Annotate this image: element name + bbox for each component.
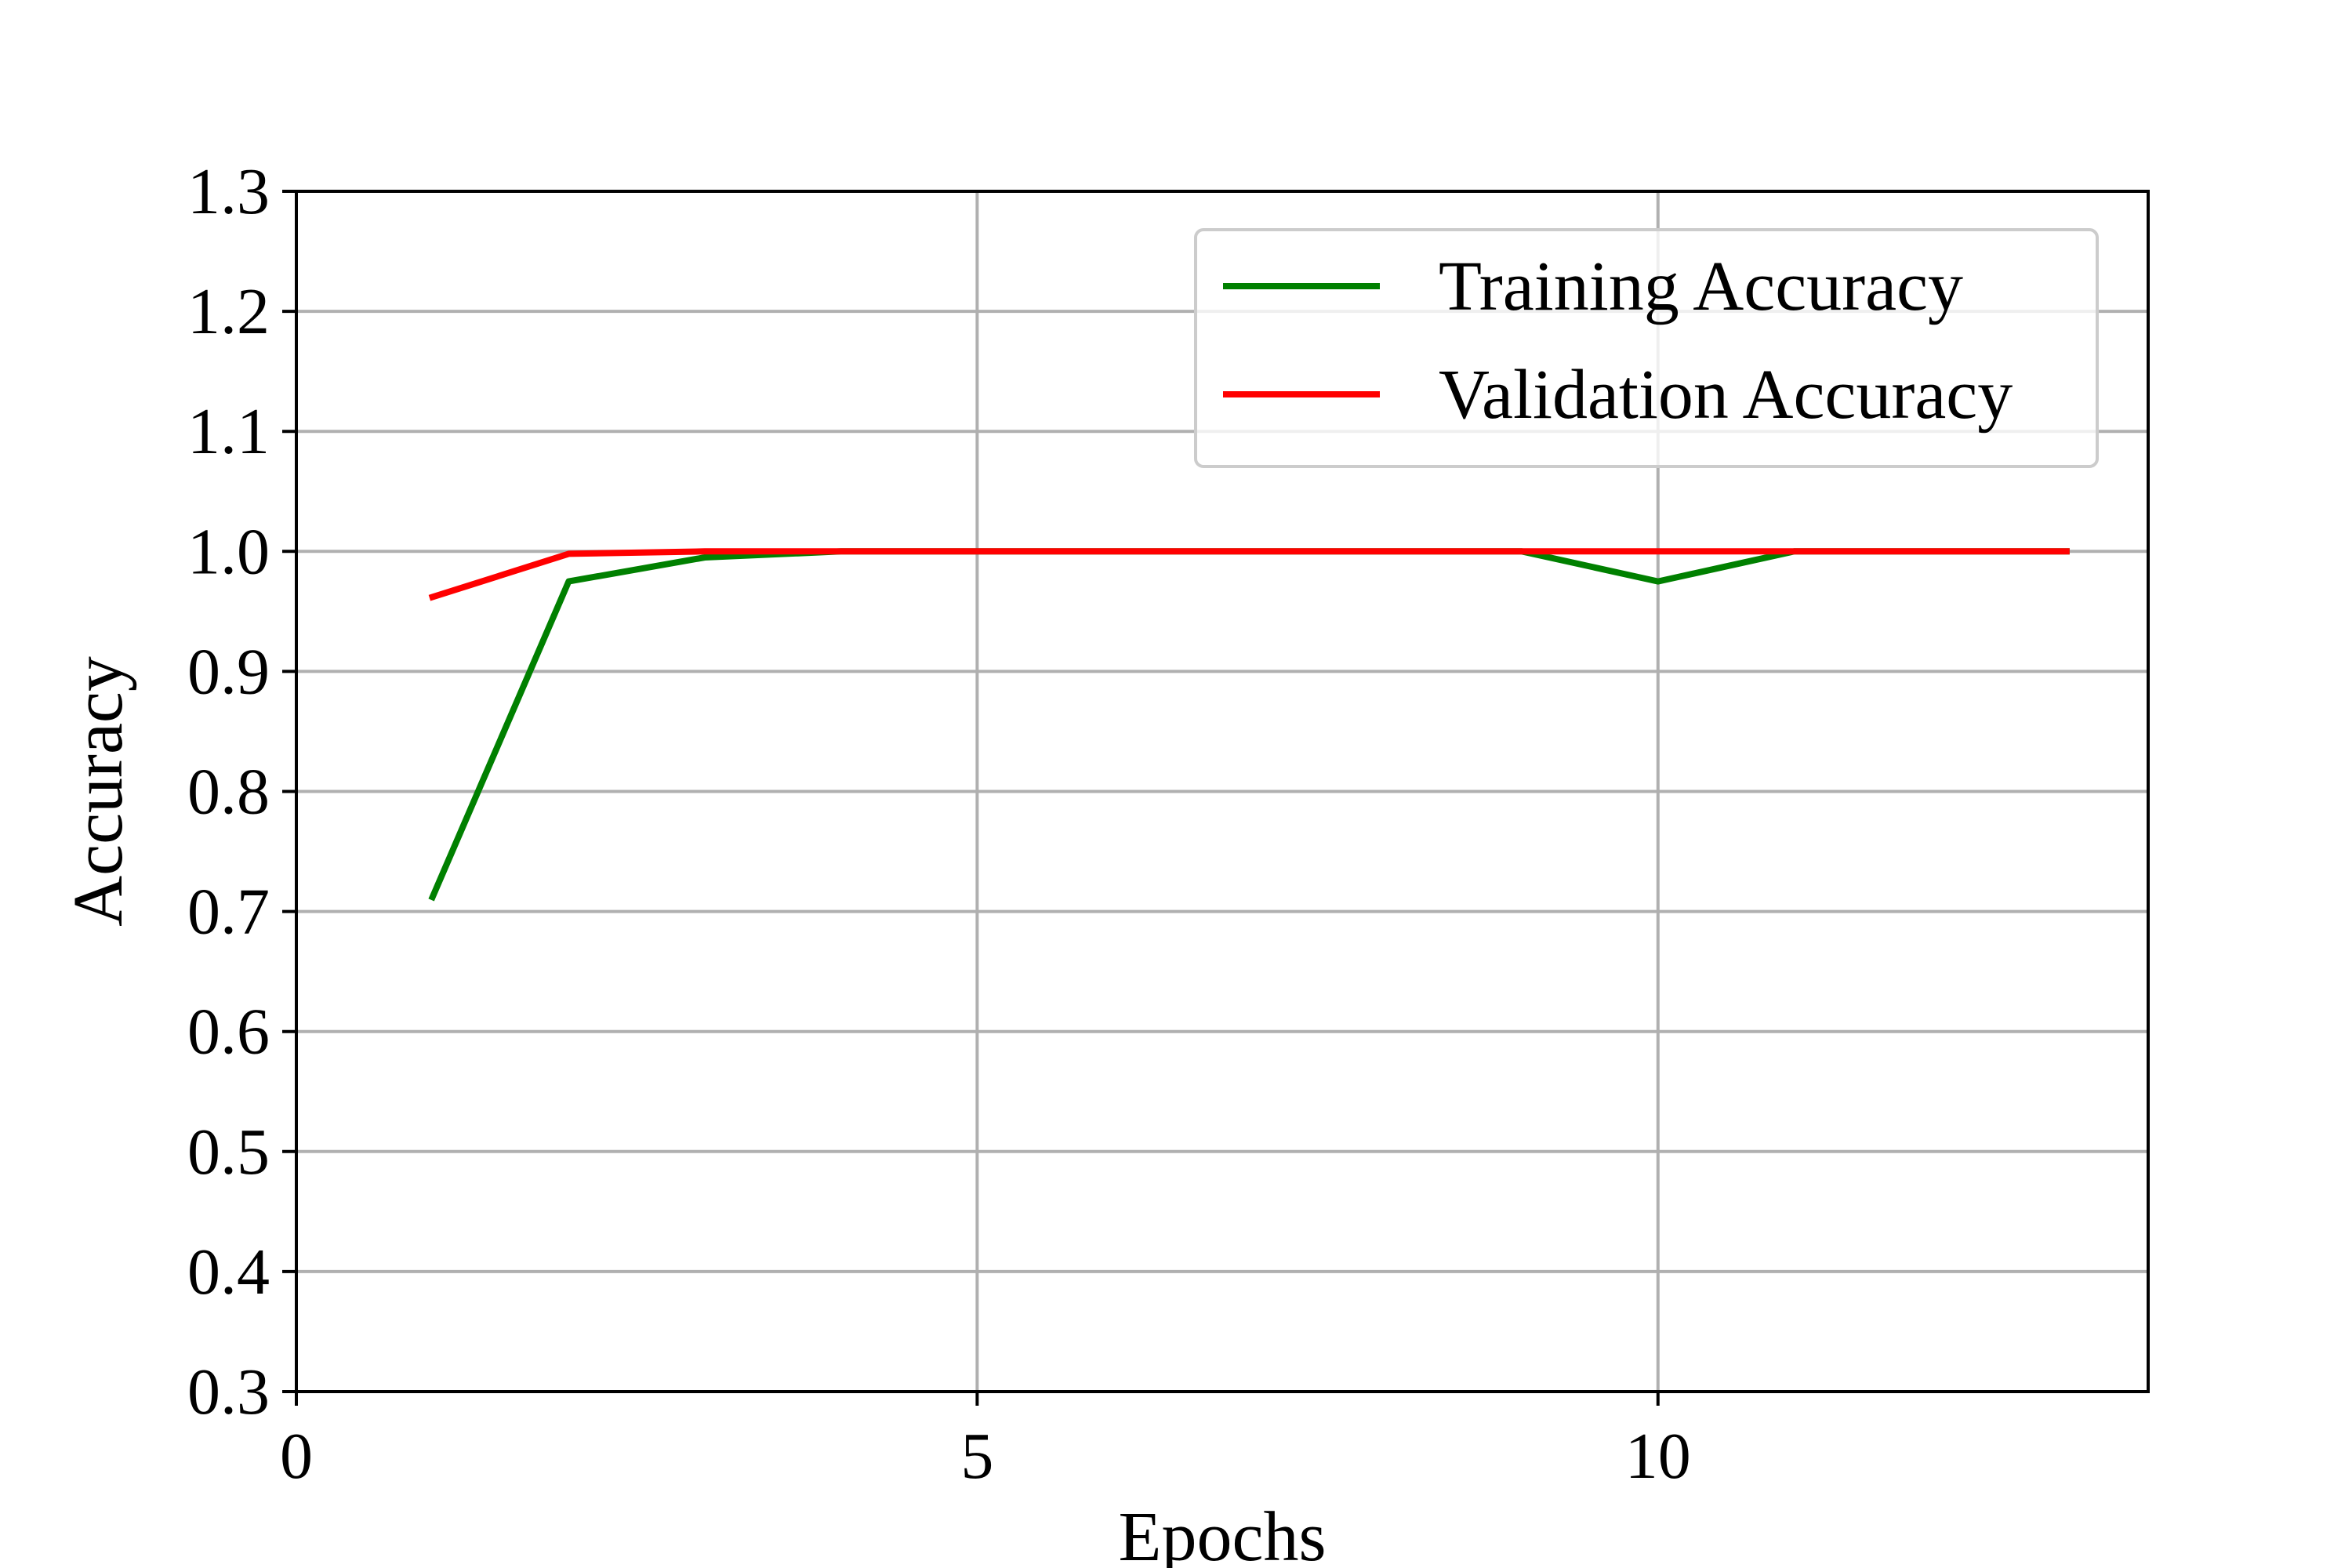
x-tick-label: 0 — [280, 1420, 313, 1493]
y-tick-label: 0.3 — [187, 1356, 270, 1428]
x-tick-label: 5 — [960, 1420, 993, 1493]
y-tick-label: 0.4 — [187, 1236, 270, 1308]
legend: Training Accuracy Validation Accuracy — [1194, 228, 2099, 468]
y-tick-label: 1.0 — [187, 515, 270, 588]
series-line-validation-accuracy — [428, 548, 2070, 601]
legend-label: Training Accuracy — [1439, 248, 1963, 325]
y-tick-label: 1.1 — [187, 395, 270, 468]
x-tick-label: 10 — [1625, 1420, 1691, 1493]
y-tick-label: 1.2 — [187, 275, 270, 348]
axis-ticks: 0.3 0.4 0.5 0.6 0.7 0.8 0.9 1.0 1.1 1.2 1.3 0 5 10 — [187, 155, 1691, 1493]
y-tick-label: 0.8 — [187, 756, 270, 829]
y-tick-label: 0.5 — [187, 1116, 270, 1189]
y-tick-label: 1.3 — [187, 155, 270, 228]
series-lines — [428, 548, 2070, 902]
legend-box — [1194, 228, 2099, 468]
y-axis-title: Accuracy — [60, 656, 137, 927]
y-tick-label: 0.9 — [187, 635, 270, 708]
series-line-training-accuracy — [428, 548, 2070, 902]
y-tick-label: 0.7 — [187, 876, 270, 949]
y-tick-label: 0.6 — [187, 996, 270, 1069]
x-axis-title: Epochs — [1119, 1498, 1327, 1568]
legend-label: Validation Accuracy — [1439, 356, 2013, 434]
